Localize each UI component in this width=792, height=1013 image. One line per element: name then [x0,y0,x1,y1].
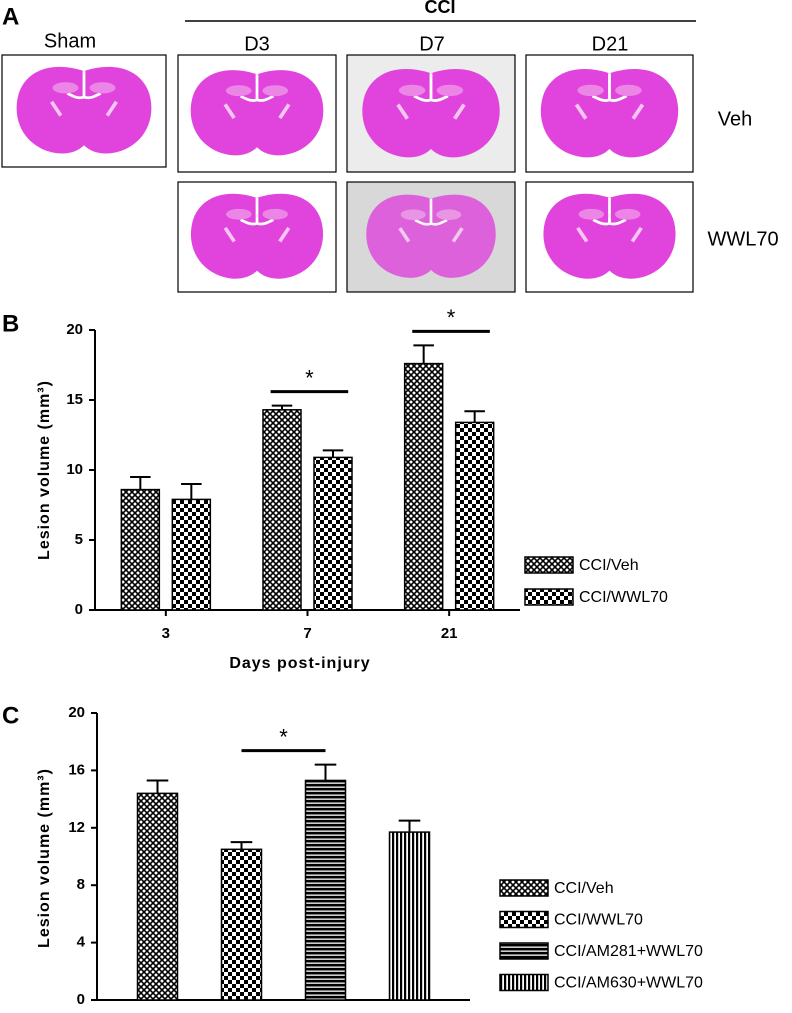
column-label: D21 [592,33,629,55]
y-tick-label: 15 [66,391,83,408]
y-tick-label: 20 [66,321,83,338]
legend-swatch [499,942,549,960]
group-label: CCI [425,0,456,17]
y-tick-label: 20 [68,704,85,721]
column-label: D7 [419,33,445,55]
x-tick-label: 21 [441,625,458,642]
legend-label: CCI/Veh [579,557,639,574]
legend-label: CCI/WWL70 [579,589,668,606]
brain-image [364,192,498,280]
brain-image [189,191,325,281]
legend-label: CCI/AM281+WWL70 [554,943,703,960]
panel-a: A CCI Sham D3 D7 D21 Veh WWL70 [1,0,779,293]
legend-swatch [499,910,549,929]
legend-swatch [524,588,574,606]
brain-image [188,68,326,158]
bar [120,488,161,611]
bar [136,792,179,1001]
x-tick-label: 3 [162,625,170,642]
y-axis-label: Lesion volume (mm³) [36,768,53,948]
y-tick-label: 16 [68,761,85,778]
y-tick-label: 0 [77,991,85,1008]
significance-label: * [447,305,456,330]
legend-label: CCI/Veh [554,880,614,897]
brain-image [541,191,678,281]
y-tick-label: 4 [77,934,86,951]
bar [313,456,353,611]
legend-swatch [499,973,549,992]
y-axis-label: Lesion volume (mm³) [36,380,53,560]
column-label: Sham [44,30,96,52]
x-tick-label: 7 [303,625,311,642]
panel-label: A [2,3,19,30]
bar [304,779,347,1001]
panel-label: C [2,702,19,729]
brain-image [538,67,681,160]
bar [171,498,212,611]
bar [388,831,431,1001]
bar [262,409,302,611]
row-label: Veh [718,108,752,130]
y-tick-label: 0 [75,601,83,618]
bar [220,848,263,1001]
significance-label: * [279,724,288,749]
brain-image [360,67,502,160]
legend-label: CCI/WWL70 [554,912,643,929]
legend-label: CCI/AM630+WWL70 [554,975,703,992]
y-tick-label: 5 [75,531,83,548]
legend-swatch [524,556,574,574]
y-tick-label: 10 [66,461,83,478]
bar [403,362,444,611]
panel-label: B [2,310,19,337]
y-tick-label: 12 [68,819,85,836]
bar [454,421,495,611]
x-axis-label: Days post-injury [229,655,370,672]
y-tick-label: 8 [77,876,85,893]
column-label: D3 [244,33,270,55]
legend-swatch [499,879,549,897]
brain-image [14,65,154,156]
significance-label: * [305,365,314,390]
row-label: WWL70 [707,228,778,250]
